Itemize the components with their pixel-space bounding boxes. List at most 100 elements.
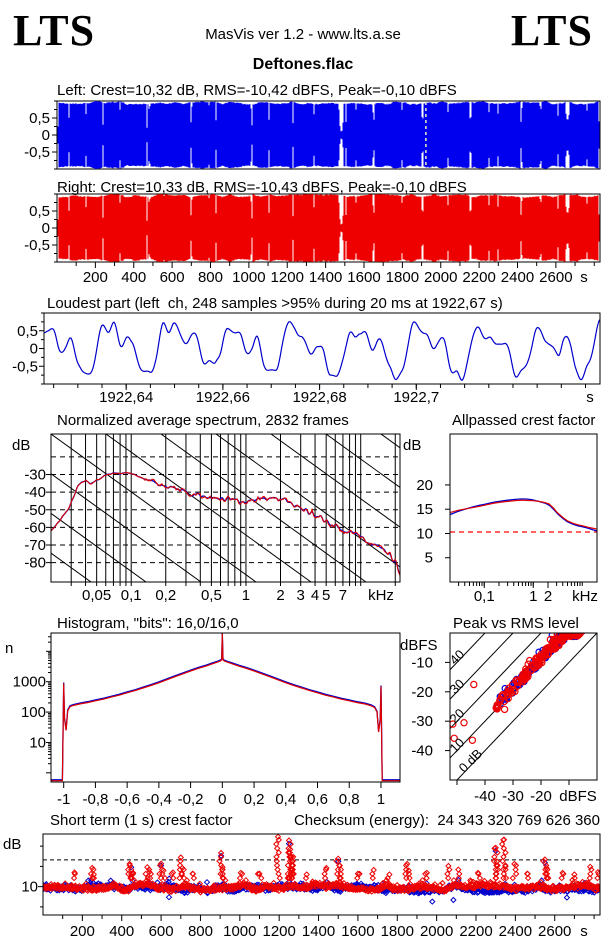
loudest-part-title: Loudest part (left ch, 248 samples >95% … — [47, 295, 503, 312]
tick-label: 0 — [42, 220, 50, 237]
right-waveform-title: Right: Crest=10,33 dB, RMS=-10,43 dBFS, … — [57, 179, 467, 196]
wave-left-data — [57, 101, 600, 169]
tick-label: -40 — [411, 743, 433, 760]
tick-label: kHz — [572, 588, 598, 605]
wave-right-data — [57, 194, 600, 262]
histogram-title: Histogram, "bits": 16,0/16,0 — [57, 615, 239, 632]
allpassed-plot: 5 10 15 20 0,1 1 2 kHz dB — [403, 433, 598, 605]
plot-frame — [449, 433, 598, 583]
spectrum-title: Normalized average spectrum, 2832 frames — [57, 412, 349, 429]
app-version-title: MasVis ver 1.2 - www.lts.a.se — [205, 26, 401, 43]
plot-frame — [50, 632, 401, 783]
tick-label: -0,8 — [82, 791, 108, 808]
spectrum-plot: -30-40-50-60-70-80 0,05 0,1 0,2 0,5 1 2 3 4 5 7 kHz… — [12, 433, 401, 604]
tick-label: -20 — [411, 684, 433, 701]
tick-label: 1000 — [13, 674, 46, 691]
file-title: Deftones.flac — [252, 56, 354, 73]
tick-label: 800 — [198, 269, 223, 286]
tick-label: 4 — [311, 587, 319, 604]
tick-label: 1200 — [262, 923, 295, 940]
tick-label: 0,5 — [29, 110, 50, 127]
tick-label: 1 — [377, 791, 385, 808]
tick-label: 1400 — [309, 269, 342, 286]
allpassed-left-curve — [449, 498, 598, 532]
tick-label: 0,5 — [29, 203, 50, 220]
tick-label: 0,6 — [307, 791, 328, 808]
tick-label: 0,2 — [155, 587, 176, 604]
tick-label: -50 — [24, 502, 46, 519]
short-term-plot: 10 200 400 600 800 1000 1200 1400 1600 1800 2000 22… — [3, 833, 601, 940]
tick-label: 2 — [276, 587, 284, 604]
tick-label: dBFS — [559, 788, 597, 805]
tick-label: 2400 — [501, 269, 534, 286]
tick-label: 0 — [218, 791, 226, 808]
tick-label: -30 — [24, 467, 46, 484]
tick-label: 1922,64 — [99, 389, 153, 406]
tick-label: 10 — [29, 734, 46, 751]
tick-label: -40 — [474, 788, 496, 805]
plot-frame — [50, 433, 401, 583]
peak-vs-rms-title: Peak vs RMS level — [453, 615, 579, 632]
checksum-label: Checksum (energy): 24 343 320 769 626 36… — [293, 812, 600, 829]
tick-label: 1400 — [302, 923, 335, 940]
short-term-title: Short term (1 s) crest factor — [50, 812, 233, 829]
tick-label: s — [580, 269, 588, 286]
allpassed-title: Allpassed crest factor — [452, 412, 596, 429]
tick-label: 2600 — [539, 269, 572, 286]
histogram-y-unit: n — [5, 640, 13, 657]
lts-logo-left: LTS — [13, 6, 96, 55]
tick-label: 5 — [425, 550, 433, 567]
loudest-data — [43, 319, 601, 382]
tick-label: 600 — [149, 923, 174, 940]
tick-label: -40 — [24, 484, 46, 501]
tick-label: -0,6 — [114, 791, 140, 808]
tick-label: -0,2 — [178, 791, 204, 808]
tick-label: -20 — [530, 788, 552, 805]
tick-label: 10 — [21, 879, 38, 896]
tick-label: -70 — [24, 537, 46, 554]
tick-label: -1 — [57, 791, 70, 808]
tick-label: 600 — [160, 269, 185, 286]
tick-label: -0,5 — [12, 358, 38, 375]
short-term-y-unit: dB — [3, 836, 21, 853]
tick-label: 15 — [416, 501, 433, 518]
tick-label: 800 — [188, 923, 213, 940]
allpassed-right-curve — [449, 499, 598, 530]
tick-label: 0,4 — [275, 791, 296, 808]
tick-label: 1922,7 — [393, 389, 439, 406]
tick-label: 0,2 — [244, 791, 265, 808]
tick-label: -30 — [502, 788, 524, 805]
tick-label: 400 — [109, 923, 134, 940]
tick-label: 1 — [242, 587, 250, 604]
tick-label: 2600 — [538, 923, 571, 940]
tick-label: 2000 — [420, 923, 453, 940]
tick-label: -0,5 — [24, 144, 50, 161]
peak-rms-right-points — [493, 633, 586, 713]
tick-label: 1 — [529, 588, 537, 605]
tick-label: 0,1 — [474, 588, 495, 605]
histogram-plot: 10 100 1000 -1 -0,8 -0,6 -0,4 -0,2 0 0,2 0,4 0,6 0,8… — [5, 632, 401, 808]
lts-logo-right: LTS — [510, 6, 593, 55]
tick-label: 3 — [297, 587, 305, 604]
tick-label: 0,5 — [201, 587, 222, 604]
tick-label: 100 — [21, 704, 46, 721]
spectrum-right-curve — [51, 471, 400, 576]
tick-label: 1800 — [381, 923, 414, 940]
tick-label: 1000 — [223, 923, 256, 940]
tick-label: -0,5 — [24, 237, 50, 254]
tick-label: -60 — [24, 519, 46, 536]
tick-label: 10 — [416, 525, 433, 542]
tick-label: 0 — [30, 341, 38, 358]
histogram-right-curve — [51, 633, 400, 782]
tick-label: 1800 — [386, 269, 419, 286]
tick-label: 2 — [544, 588, 552, 605]
tick-label: 0,05 — [82, 587, 111, 604]
tick-label: 1600 — [341, 923, 374, 940]
tick-label: 20 — [416, 477, 433, 494]
tick-label: 0 — [42, 127, 50, 144]
tick-label: -0,4 — [146, 791, 172, 808]
tick-label: 5 — [322, 587, 330, 604]
tick-label: kHz — [368, 587, 394, 604]
allpassed-y-unit: dB — [403, 437, 421, 454]
